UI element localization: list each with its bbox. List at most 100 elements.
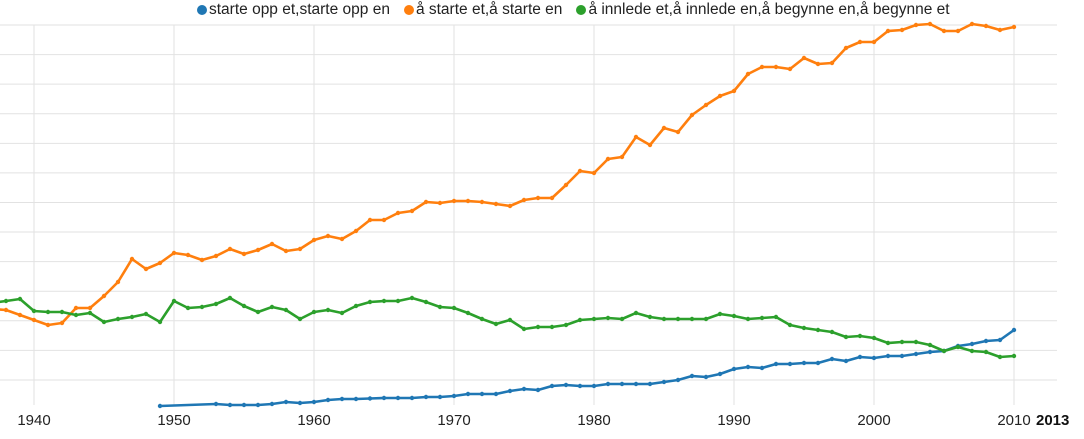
data-point[interactable] xyxy=(325,307,331,313)
data-point[interactable] xyxy=(857,354,863,360)
data-point[interactable] xyxy=(955,28,961,34)
data-point[interactable] xyxy=(871,355,877,361)
data-point[interactable] xyxy=(759,315,765,321)
data-point[interactable] xyxy=(339,396,345,402)
data-point[interactable] xyxy=(507,388,513,394)
data-point[interactable] xyxy=(45,309,51,315)
data-point[interactable] xyxy=(269,241,275,247)
data-point[interactable] xyxy=(227,402,233,408)
data-point[interactable] xyxy=(409,395,415,401)
data-point[interactable] xyxy=(521,326,527,332)
data-point[interactable] xyxy=(675,129,681,135)
data-point[interactable] xyxy=(689,316,695,322)
data-point[interactable] xyxy=(283,399,289,405)
data-point[interactable] xyxy=(493,201,499,207)
data-point[interactable] xyxy=(381,298,387,304)
data-point[interactable] xyxy=(451,393,457,399)
data-point[interactable] xyxy=(535,195,541,201)
data-point[interactable] xyxy=(675,377,681,383)
data-point[interactable] xyxy=(619,316,625,322)
data-point[interactable] xyxy=(17,312,23,318)
data-point[interactable] xyxy=(269,304,275,310)
data-point[interactable] xyxy=(633,134,639,140)
data-point[interactable] xyxy=(843,358,849,364)
data-point[interactable] xyxy=(101,293,107,299)
data-point[interactable] xyxy=(353,396,359,402)
data-point[interactable] xyxy=(619,154,625,160)
data-point[interactable] xyxy=(927,21,933,27)
data-point[interactable] xyxy=(143,311,149,317)
data-point[interactable] xyxy=(353,228,359,234)
data-point[interactable] xyxy=(759,365,765,371)
data-point[interactable] xyxy=(801,360,807,366)
data-point[interactable] xyxy=(857,39,863,45)
data-point[interactable] xyxy=(227,246,233,252)
data-point[interactable] xyxy=(479,391,485,397)
data-point[interactable] xyxy=(787,322,793,328)
data-point[interactable] xyxy=(899,339,905,345)
legend-item-starte-opp[interactable]: starte opp et,starte opp en xyxy=(197,1,390,19)
data-point[interactable] xyxy=(423,299,429,305)
data-point[interactable] xyxy=(17,296,23,302)
data-point[interactable] xyxy=(871,335,877,341)
data-point[interactable] xyxy=(787,361,793,367)
data-point[interactable] xyxy=(997,354,1003,360)
data-point[interactable] xyxy=(409,208,415,214)
data-point[interactable] xyxy=(899,27,905,33)
data-point[interactable] xyxy=(283,248,289,254)
data-point[interactable] xyxy=(885,28,891,34)
data-point[interactable] xyxy=(731,313,737,319)
data-point[interactable] xyxy=(395,298,401,304)
data-point[interactable] xyxy=(395,395,401,401)
data-point[interactable] xyxy=(465,198,471,204)
data-point[interactable] xyxy=(689,112,695,118)
data-point[interactable] xyxy=(409,295,415,301)
data-point[interactable] xyxy=(73,305,79,311)
legend-item-a-innlede[interactable]: å innlede et,å innlede en,å begynne en,å… xyxy=(576,1,950,19)
data-point[interactable] xyxy=(913,339,919,345)
data-point[interactable] xyxy=(493,391,499,397)
data-point[interactable] xyxy=(423,394,429,400)
data-point[interactable] xyxy=(633,381,639,387)
data-point[interactable] xyxy=(381,395,387,401)
data-point[interactable] xyxy=(563,322,569,328)
data-point[interactable] xyxy=(829,329,835,335)
data-point[interactable] xyxy=(563,382,569,388)
data-point[interactable] xyxy=(325,233,331,239)
data-point[interactable] xyxy=(577,317,583,323)
data-point[interactable] xyxy=(451,198,457,204)
data-point[interactable] xyxy=(661,125,667,131)
data-point[interactable] xyxy=(73,312,79,318)
data-point[interactable] xyxy=(535,324,541,330)
data-point[interactable] xyxy=(465,391,471,397)
data-point[interactable] xyxy=(983,349,989,355)
data-point[interactable] xyxy=(115,279,121,285)
data-point[interactable] xyxy=(521,386,527,392)
data-point[interactable] xyxy=(731,88,737,94)
data-point[interactable] xyxy=(843,334,849,340)
data-point[interactable] xyxy=(521,197,527,203)
data-point[interactable] xyxy=(815,360,821,366)
data-point[interactable] xyxy=(129,314,135,320)
data-point[interactable] xyxy=(3,307,9,313)
data-point[interactable] xyxy=(213,301,219,307)
data-point[interactable] xyxy=(339,236,345,242)
data-point[interactable] xyxy=(325,397,331,403)
data-point[interactable] xyxy=(199,257,205,263)
data-point[interactable] xyxy=(339,310,345,316)
data-point[interactable] xyxy=(507,203,513,209)
data-point[interactable] xyxy=(171,298,177,304)
data-point[interactable] xyxy=(115,316,121,322)
data-point[interactable] xyxy=(241,402,247,408)
data-point[interactable] xyxy=(297,316,303,322)
data-point[interactable] xyxy=(941,348,947,354)
data-point[interactable] xyxy=(45,322,51,328)
data-point[interactable] xyxy=(101,319,107,325)
data-point[interactable] xyxy=(647,381,653,387)
data-point[interactable] xyxy=(213,253,219,259)
data-point[interactable] xyxy=(437,200,443,206)
legend-item-a-starte[interactable]: å starte et,å starte en xyxy=(403,1,562,19)
data-point[interactable] xyxy=(647,314,653,320)
data-point[interactable] xyxy=(283,307,289,313)
data-point[interactable] xyxy=(59,320,65,326)
